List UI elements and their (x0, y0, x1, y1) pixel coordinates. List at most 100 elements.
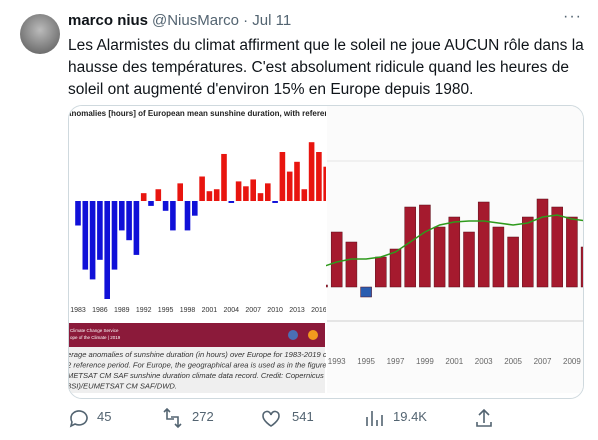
x-tick-label: 2001 (202, 307, 218, 314)
bar (301, 189, 308, 201)
like-icon[interactable] (262, 410, 280, 427)
bar (243, 186, 249, 201)
bar (326, 284, 328, 288)
x-tick-label: 2001 (445, 357, 463, 366)
x-tick-label: 1992 (136, 307, 152, 314)
bar (170, 201, 176, 231)
bar (272, 201, 278, 203)
x-tick-label: 2007 (534, 357, 552, 366)
bar (206, 191, 213, 201)
bar (199, 176, 205, 201)
retweet-icon[interactable] (163, 407, 182, 429)
views-icon[interactable] (366, 411, 383, 426)
reply-icon[interactable] (69, 410, 88, 428)
x-tick-label: 2013 (289, 307, 305, 314)
bar (177, 183, 183, 201)
bar (316, 152, 322, 201)
caption-line: 2 reference period. For Europe, the geog… (69, 361, 349, 370)
tweet-text: Les Alarmistes du climat affirment que l… (68, 37, 584, 98)
more-button[interactable]: ··· (563, 8, 582, 25)
bar (463, 231, 475, 288)
x-tick-label: 1999 (416, 357, 434, 366)
bar (126, 201, 132, 241)
bar (419, 204, 431, 288)
bar (345, 241, 358, 288)
bar (89, 201, 96, 280)
bar (448, 216, 461, 288)
media-svg: anomalies [hours] of European mean sunsh… (69, 106, 583, 393)
like-count[interactable]: 541 (292, 409, 314, 424)
caption-line: METSAT CM SAF sunshine duration climate … (69, 371, 345, 380)
bar (360, 286, 372, 298)
bar (477, 201, 490, 288)
bar (265, 183, 271, 201)
bar (522, 216, 534, 288)
x-tick-label: 1993 (328, 357, 346, 366)
logo-icon (308, 330, 318, 340)
handle[interactable]: @NiusMarco (152, 12, 239, 29)
bar (133, 201, 140, 255)
separator: · (243, 12, 249, 29)
bar (221, 153, 227, 201)
bar (536, 198, 549, 288)
bar (308, 142, 315, 201)
x-tick-label: 2009 (563, 357, 581, 366)
x-tick-label: 1995 (158, 307, 174, 314)
bar (213, 189, 220, 201)
x-tick-label: 1998 (180, 307, 196, 314)
bar (111, 201, 118, 270)
bar (184, 201, 191, 231)
bar (580, 246, 583, 288)
logo-icon (288, 330, 298, 340)
bar (286, 171, 293, 201)
view-count[interactable]: 19.4K (393, 409, 427, 424)
bar (433, 226, 446, 288)
bar (155, 189, 162, 201)
author-name[interactable]: marco nius (68, 12, 149, 29)
date[interactable]: Jul 11 (252, 12, 292, 29)
left-chart: anomalies [hours] of European mean sunsh… (69, 109, 363, 391)
logo-strip (69, 323, 326, 347)
bar (566, 216, 578, 288)
logo-text: ope of the Climate | 2019 (70, 335, 121, 340)
bar (162, 201, 169, 211)
logo-text: Climate Change Service (70, 328, 119, 333)
bar (507, 236, 519, 288)
image-title: anomalies [hours] of European mean sunsh… (69, 109, 363, 118)
share-icon[interactable] (476, 408, 492, 427)
bar (551, 206, 563, 288)
bar (389, 248, 402, 288)
bar (492, 226, 505, 288)
reply-count[interactable]: 45 (97, 409, 112, 424)
x-tick-label: 1989 (114, 307, 130, 314)
retweet-count[interactable]: 272 (192, 409, 214, 424)
x-tick-label: 2003 (475, 357, 493, 366)
bar (404, 206, 416, 288)
bar (192, 201, 198, 216)
caption-line: 3SI)/EUMETSAT CM SAF/DWD. (69, 382, 177, 391)
bar (104, 201, 110, 299)
x-tick-label: 1986 (92, 307, 108, 314)
bar (279, 152, 286, 201)
bar (140, 193, 147, 201)
bar (97, 201, 103, 260)
x-tick-label: 1995 (357, 357, 375, 366)
x-tick-label: 1983 (70, 307, 86, 314)
trend-line (326, 214, 583, 267)
caption-bg (69, 347, 326, 393)
action-icons (69, 407, 492, 429)
bar (119, 201, 125, 231)
bar (257, 193, 264, 201)
x-tick-label: 2007 (245, 307, 261, 314)
media[interactable]: anomalies [hours] of European mean sunsh… (68, 105, 584, 399)
bar (75, 201, 81, 226)
bar (82, 201, 89, 270)
bar (148, 201, 154, 206)
x-tick-label: 2004 (224, 307, 240, 314)
x-tick-label: 2010 (267, 307, 283, 314)
avatar[interactable] (20, 14, 60, 54)
right-chart: 1993 1995 1997 1999 2001 2003 2005 2007 2009 (326, 198, 583, 366)
x-tick-label: 2016 (311, 307, 327, 314)
bar (330, 231, 343, 288)
